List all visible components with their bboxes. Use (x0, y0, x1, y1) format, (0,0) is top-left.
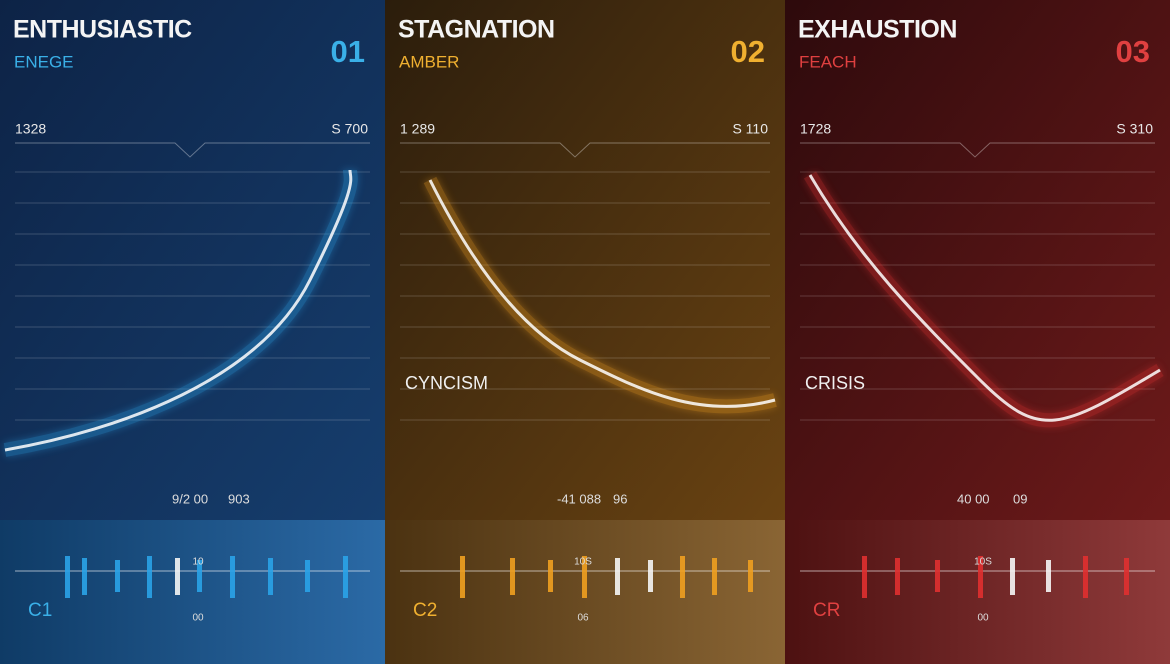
phase-label: CRISIS (805, 373, 865, 393)
strip-bar (1124, 558, 1129, 595)
right-value: S 700 (331, 121, 368, 137)
strip-label: C2 (413, 600, 437, 621)
strip-bar (548, 560, 553, 592)
right-value: S 110 (732, 121, 768, 137)
strip-bar (268, 558, 273, 595)
strip-top: 10S (974, 557, 992, 568)
strip-bar (175, 558, 180, 595)
footer-value: 40 00 (957, 491, 990, 506)
strip-label: C1 (28, 600, 52, 621)
panel-subtitle: ENEGE (14, 52, 74, 71)
panel-background (785, 0, 1170, 520)
panel-number: 02 (731, 34, 765, 69)
panel-subtitle: AMBER (399, 52, 459, 71)
strip-bar (648, 560, 653, 592)
strip-top: 10S (574, 557, 592, 568)
strip-bar (460, 556, 465, 598)
strip-bar (197, 560, 202, 592)
strip-bar (895, 558, 900, 595)
strip-bottom: 00 (977, 613, 989, 624)
strip-bar (978, 556, 983, 598)
strip-bar (862, 556, 867, 598)
curve (428, 179, 776, 408)
left-value: 1 289 (400, 121, 435, 137)
divider (800, 142, 1155, 158)
panel-strip (0, 520, 385, 664)
footer-value: 9/2 00 (172, 491, 208, 506)
strip-label: CR (813, 600, 840, 621)
panel-background (385, 0, 785, 520)
strip-bar (82, 558, 87, 595)
divider (15, 142, 370, 158)
panel: EXHAUSTION FEACH 03 1728 S 310 CRISIS 40 00 09 C… (785, 0, 1170, 664)
panel: ENTHUSIASTIC ENEGE 01 1328 S 700 9/2 00 903 C1 1… (0, 0, 385, 664)
strip-bar (582, 556, 587, 598)
strip-top: 10 (192, 557, 204, 568)
strip-bar (343, 556, 348, 598)
panel-number: 01 (331, 34, 365, 69)
strip-bar (615, 558, 620, 595)
strip-bar (230, 556, 235, 598)
footer-code: 96 (613, 491, 627, 506)
strip-bar (305, 560, 310, 592)
footer-value: -41 088 (557, 491, 601, 506)
strip-bar (748, 560, 753, 592)
curve (4, 169, 353, 452)
panel-number: 03 (1116, 34, 1150, 69)
strip-bar (147, 556, 152, 598)
panel-title: STAGNATION (398, 16, 555, 44)
strip-bar (1010, 558, 1015, 595)
panel: STAGNATION AMBER 02 1 289 S 110 CYNCISM -41 08… (385, 0, 785, 664)
panel-strip (785, 520, 1170, 664)
strip-bar (680, 556, 685, 598)
right-value: S 310 (1116, 121, 1153, 137)
footer-code: 903 (228, 491, 250, 506)
divider (400, 142, 770, 158)
strip-bar (65, 556, 70, 598)
curve (808, 174, 1161, 422)
phase-label: CYNCISM (405, 373, 488, 393)
strip-bar (510, 558, 515, 595)
strip-bar (935, 560, 940, 592)
strip-bar (712, 558, 717, 595)
left-value: 1328 (15, 121, 46, 137)
footer-code: 09 (1013, 491, 1027, 506)
left-value: 1728 (800, 121, 831, 137)
strip-bar (115, 560, 120, 592)
panel-title: ENTHUSIASTIC (13, 16, 192, 44)
strip-bottom: 06 (577, 613, 589, 624)
panel-subtitle: FEACH (799, 52, 857, 71)
strip-bottom: 00 (192, 613, 204, 624)
strip-bar (1083, 556, 1088, 598)
panel-title: EXHAUSTION (798, 16, 957, 44)
strip-bar (1046, 560, 1051, 592)
